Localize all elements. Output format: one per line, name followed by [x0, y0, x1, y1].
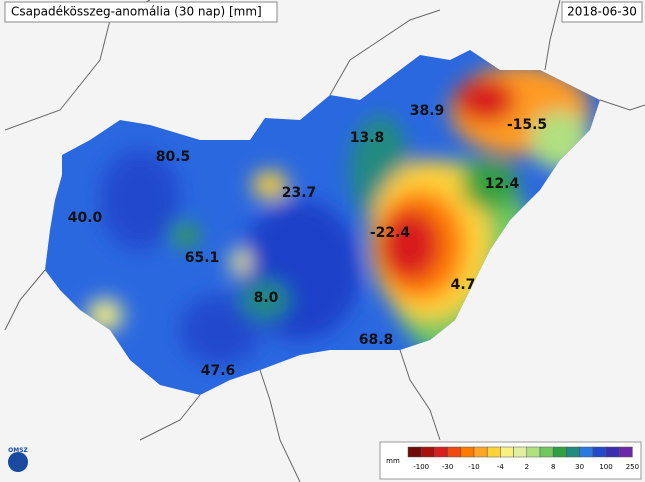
title-box — [4, 1, 278, 23]
legend-tick-label: 30 — [575, 463, 584, 471]
legend-swatch — [407, 446, 422, 458]
value-label: 40.0 — [68, 210, 103, 226]
value-label: 8.0 — [254, 290, 279, 306]
logo-mark — [8, 452, 28, 472]
legend-tick-label: 100 — [599, 463, 612, 471]
value-label: -15.5 — [507, 117, 547, 133]
title: Csapadékösszeg-anomália (30 nap) [mm] — [11, 5, 262, 19]
legend-swatch — [420, 446, 435, 458]
value-label: 47.6 — [201, 363, 236, 379]
value-label: 4.7 — [451, 277, 476, 293]
value-label: 12.4 — [485, 176, 520, 192]
value-label: -22.4 — [370, 225, 411, 241]
logo: OMSZ — [8, 447, 28, 454]
labels: 38.9 -15.5 13.8 80.5 12.4 23.7 40.0 -22.4 65.1 4.… — [68, 103, 547, 379]
legend-swatch — [473, 446, 488, 458]
legend-swatch — [592, 446, 607, 458]
legend-tick-label: -10 — [468, 463, 479, 471]
legend-tick-label: -30 — [442, 463, 453, 471]
legend-swatch — [579, 446, 594, 458]
legend-swatch — [460, 446, 475, 458]
legend-swatch — [500, 446, 514, 458]
legend: -100 -30 -10 -4 2 8 30 100 250 — [407, 446, 639, 471]
legend-swatch — [552, 446, 567, 458]
legend-tick-label: 250 — [626, 463, 639, 471]
legend-swatch — [513, 446, 528, 458]
value-label: 23.7 — [282, 185, 317, 201]
value-label: 38.9 — [410, 103, 445, 119]
value-label: 80.5 — [156, 149, 191, 165]
legend-swatch — [526, 446, 541, 458]
legend-swatch — [566, 446, 580, 458]
legend-swatch — [539, 446, 554, 458]
legend-tick-label: 8 — [551, 463, 555, 471]
date-box — [561, 1, 643, 23]
legend-swatch — [434, 446, 448, 458]
legend-swatch — [447, 446, 462, 458]
value-label: 13.8 — [350, 130, 385, 146]
value-label: 68.8 — [359, 332, 394, 348]
legend-swatch — [618, 446, 633, 458]
legend-tick-label: -100 — [413, 463, 429, 471]
legend-swatch — [486, 446, 501, 458]
date: 2018-06-30 — [567, 5, 637, 19]
legend-swatch — [605, 446, 620, 458]
value-label: 65.1 — [185, 250, 220, 266]
legend-unit: mm — [386, 457, 400, 465]
legend-tick-label: -4 — [497, 463, 505, 471]
legend-tick-label: 2 — [525, 463, 529, 471]
